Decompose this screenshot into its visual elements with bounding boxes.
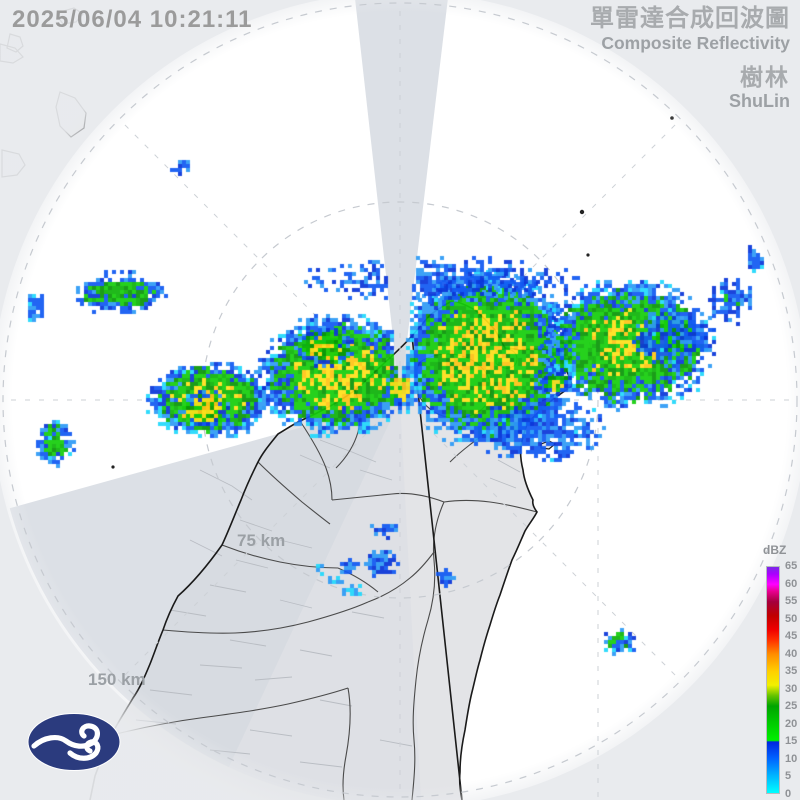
legend-tick: 35 bbox=[785, 665, 798, 678]
product-title-en: Composite Reflectivity bbox=[601, 33, 790, 54]
legend-tick: 60 bbox=[785, 577, 798, 590]
legend-tick: 45 bbox=[785, 630, 798, 643]
cwb-logo-swirl bbox=[31, 723, 101, 761]
legend-tick: 65 bbox=[785, 560, 798, 572]
timestamp: 2025/06/04 10:21:11 bbox=[12, 6, 253, 33]
legend-tick: 15 bbox=[785, 735, 798, 748]
legend-tick: 0 bbox=[785, 788, 792, 800]
station-name-en: ShuLin bbox=[729, 90, 790, 111]
legend-unit-label: dBZ bbox=[763, 543, 787, 557]
legend-tick: 10 bbox=[785, 752, 798, 765]
legend-tick: 20 bbox=[785, 717, 798, 730]
ring-label-150km: 150 km bbox=[88, 670, 146, 689]
legend-tick: 25 bbox=[785, 700, 798, 713]
title-block: 單雷達合成回波圖 Composite Reflectivity 樹林 ShuLi… bbox=[590, 6, 790, 111]
legend-tick: 40 bbox=[785, 647, 798, 660]
legend-tick: 55 bbox=[785, 595, 798, 608]
cwb-logo bbox=[27, 713, 121, 771]
product-title-zh: 單雷達合成回波圖 bbox=[590, 5, 790, 32]
legend-tick: 50 bbox=[785, 612, 798, 625]
legend-tick: 5 bbox=[785, 770, 792, 783]
dbz-colorbar bbox=[766, 566, 780, 794]
legend-tick: 30 bbox=[785, 682, 798, 695]
ring-label-75km: 75 km bbox=[237, 531, 286, 550]
station-name-zh: 樹林 bbox=[740, 63, 790, 90]
